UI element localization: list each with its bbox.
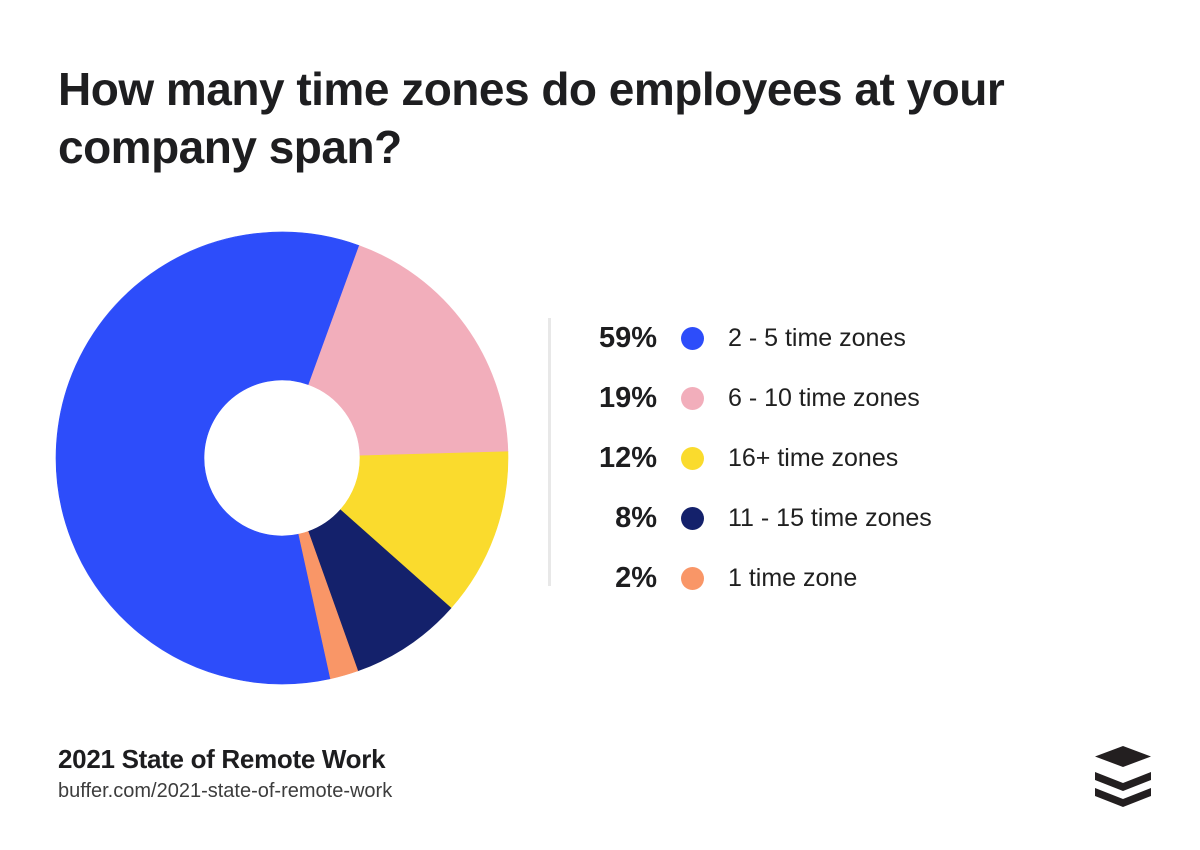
legend-label: 16+ time zones xyxy=(728,443,899,472)
legend-row: 2% 1 time zone xyxy=(557,548,932,608)
legend-dot-icon xyxy=(681,326,704,350)
buffer-logo-icon xyxy=(1095,746,1151,807)
chart-slice-6-10-time-zones xyxy=(308,245,509,457)
legend-dot-icon xyxy=(681,446,704,470)
legend-percent: 8% xyxy=(615,501,657,534)
legend-percent: 19% xyxy=(598,381,657,414)
legend-dot-icon xyxy=(681,386,704,410)
legend-row: 19% 6 - 10 time zones xyxy=(557,368,932,428)
donut-chart xyxy=(55,231,509,685)
legend-row: 12% 16+ time zones xyxy=(557,428,932,488)
legend-label: 11 - 15 time zones xyxy=(728,503,932,532)
legend-label: 1 time zone xyxy=(728,563,858,592)
legend-percent: 2% xyxy=(615,561,657,594)
legend: 59% 2 - 5 time zones 19% 6 - 10 time zon… xyxy=(557,308,932,608)
legend-percent: 12% xyxy=(598,441,657,474)
legend-row: 59% 2 - 5 time zones xyxy=(557,308,932,368)
legend-percent: 59% xyxy=(598,321,657,354)
source-url: buffer.com/2021-state-of-remote-work xyxy=(58,780,393,802)
legend-divider xyxy=(548,318,551,586)
source-title: 2021 State of Remote Work xyxy=(58,744,386,774)
page-title: How many time zones do employees at your… xyxy=(58,63,1005,173)
legend-dot-icon xyxy=(681,566,704,590)
legend-label: 6 - 10 time zones xyxy=(728,383,920,412)
legend-dot-icon xyxy=(681,506,704,530)
legend-row: 8% 11 - 15 time zones xyxy=(557,488,932,548)
chart-slice-16-time-zones xyxy=(339,451,509,609)
chart-slice-1-time-zone xyxy=(298,531,359,680)
chart-slice-2-5-time-zones xyxy=(55,231,360,685)
legend-label: 2 - 5 time zones xyxy=(728,323,906,352)
